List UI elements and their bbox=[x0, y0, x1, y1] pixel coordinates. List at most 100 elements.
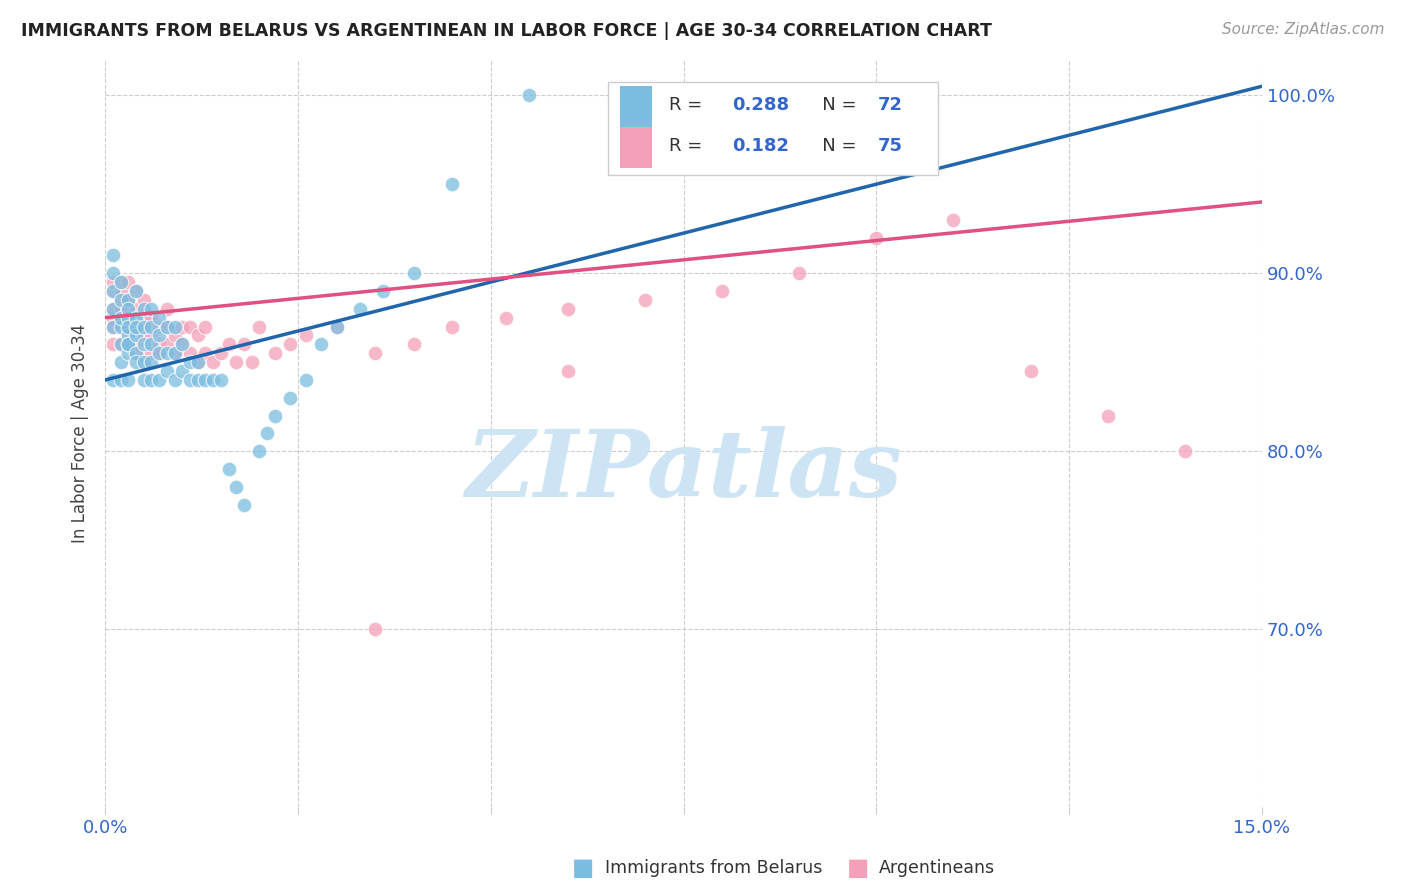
Point bbox=[187, 355, 209, 369]
Point bbox=[132, 301, 155, 316]
Point bbox=[179, 319, 201, 334]
Point bbox=[309, 337, 332, 351]
Point bbox=[125, 337, 148, 351]
Point bbox=[402, 337, 425, 351]
Point bbox=[141, 328, 163, 343]
Point bbox=[194, 346, 217, 360]
Point bbox=[117, 293, 139, 307]
Point bbox=[132, 328, 155, 343]
Point bbox=[117, 337, 139, 351]
Point bbox=[125, 346, 148, 360]
Point bbox=[156, 301, 179, 316]
Point bbox=[117, 319, 139, 334]
Point bbox=[172, 364, 194, 378]
Point bbox=[233, 337, 256, 351]
Point bbox=[101, 373, 124, 387]
Point bbox=[101, 301, 124, 316]
Point bbox=[132, 355, 155, 369]
Point bbox=[148, 346, 170, 360]
Text: ZIPatlas: ZIPatlas bbox=[465, 425, 903, 516]
Point bbox=[1174, 444, 1197, 458]
Point bbox=[117, 373, 139, 387]
Point bbox=[110, 355, 132, 369]
Point bbox=[132, 373, 155, 387]
Point bbox=[349, 301, 371, 316]
Point bbox=[110, 284, 132, 298]
Point bbox=[634, 293, 657, 307]
Point bbox=[117, 275, 139, 289]
Point bbox=[233, 498, 256, 512]
Point bbox=[101, 301, 124, 316]
Point bbox=[942, 212, 965, 227]
Point bbox=[202, 373, 225, 387]
Text: R =: R = bbox=[668, 137, 707, 155]
Point bbox=[1019, 364, 1042, 378]
Point bbox=[125, 319, 148, 334]
Point bbox=[294, 373, 316, 387]
Point bbox=[557, 364, 579, 378]
Point bbox=[110, 310, 132, 325]
Point bbox=[364, 622, 387, 636]
Point bbox=[156, 319, 179, 334]
Text: 0.288: 0.288 bbox=[733, 96, 789, 114]
Point bbox=[117, 328, 139, 343]
Point bbox=[101, 337, 124, 351]
Point bbox=[263, 346, 285, 360]
Text: ■: ■ bbox=[846, 856, 869, 880]
Point bbox=[209, 346, 232, 360]
Text: Argentineans: Argentineans bbox=[879, 859, 995, 877]
Point bbox=[132, 355, 155, 369]
Point bbox=[194, 319, 217, 334]
Point bbox=[125, 328, 148, 343]
Point bbox=[110, 319, 132, 334]
Point bbox=[117, 301, 139, 316]
Text: 72: 72 bbox=[877, 96, 903, 114]
Point bbox=[110, 337, 132, 351]
Point bbox=[132, 319, 155, 334]
FancyBboxPatch shape bbox=[609, 82, 938, 176]
Point bbox=[187, 373, 209, 387]
Point bbox=[240, 355, 263, 369]
FancyBboxPatch shape bbox=[620, 127, 652, 168]
Point bbox=[156, 346, 179, 360]
Text: N =: N = bbox=[806, 137, 862, 155]
Point bbox=[132, 337, 155, 351]
Text: 75: 75 bbox=[877, 137, 903, 155]
Point bbox=[557, 301, 579, 316]
Point bbox=[163, 346, 186, 360]
Point bbox=[141, 346, 163, 360]
Point bbox=[163, 373, 186, 387]
Text: 0.182: 0.182 bbox=[733, 137, 789, 155]
Text: Immigrants from Belarus: Immigrants from Belarus bbox=[605, 859, 823, 877]
Point bbox=[172, 337, 194, 351]
Point bbox=[156, 319, 179, 334]
Text: IMMIGRANTS FROM BELARUS VS ARGENTINEAN IN LABOR FORCE | AGE 30-34 CORRELATION CH: IMMIGRANTS FROM BELARUS VS ARGENTINEAN I… bbox=[21, 22, 993, 40]
Point bbox=[172, 337, 194, 351]
Point bbox=[125, 284, 148, 298]
Point bbox=[125, 284, 148, 298]
Point bbox=[225, 355, 247, 369]
Point bbox=[148, 337, 170, 351]
Point bbox=[148, 310, 170, 325]
FancyBboxPatch shape bbox=[620, 86, 652, 127]
Point bbox=[202, 355, 225, 369]
Point bbox=[110, 275, 132, 289]
Point bbox=[495, 310, 517, 325]
Point bbox=[101, 284, 124, 298]
Point bbox=[294, 328, 316, 343]
Point bbox=[141, 319, 163, 334]
Point bbox=[101, 310, 124, 325]
Point bbox=[156, 337, 179, 351]
Point bbox=[117, 310, 139, 325]
Point bbox=[101, 319, 124, 334]
Point bbox=[141, 337, 163, 351]
Point bbox=[187, 328, 209, 343]
Point bbox=[865, 230, 887, 244]
Point bbox=[218, 462, 240, 476]
Point bbox=[441, 319, 464, 334]
Point bbox=[278, 337, 301, 351]
Point bbox=[364, 346, 387, 360]
Point bbox=[371, 284, 394, 298]
Point bbox=[110, 373, 132, 387]
Point bbox=[249, 444, 271, 458]
